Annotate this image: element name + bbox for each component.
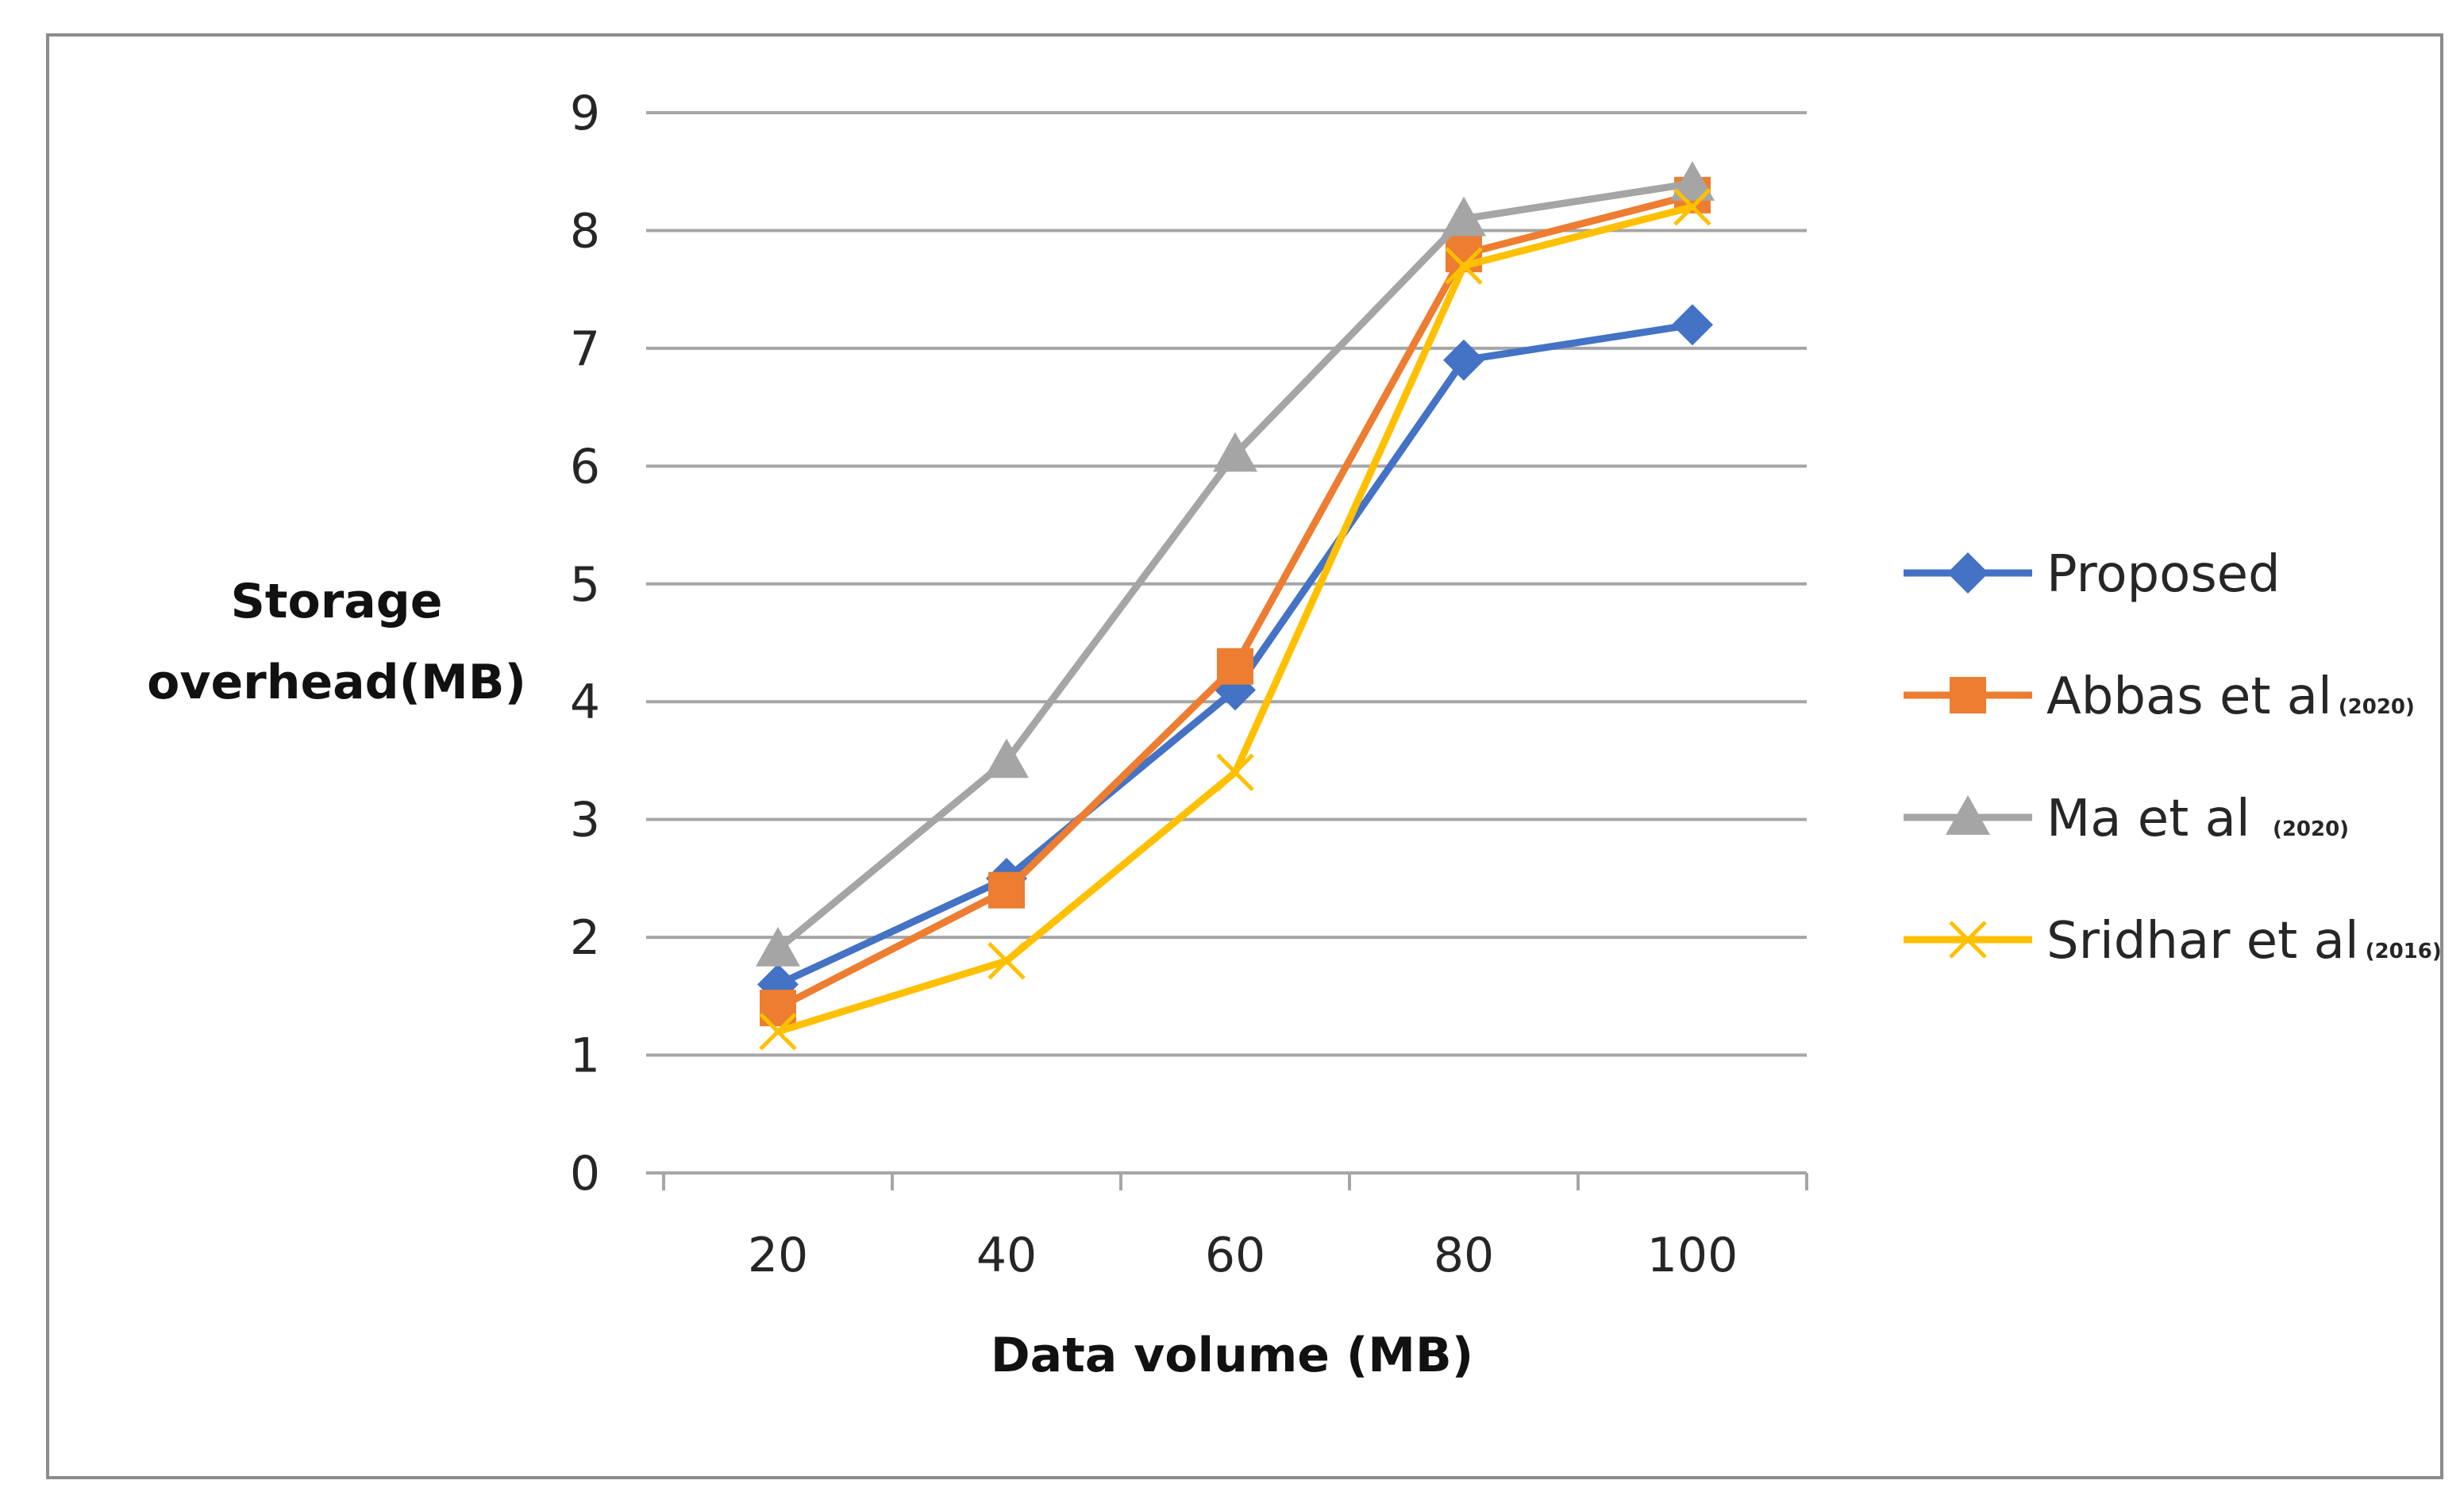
legend-label: Ma et al (2020) [2046, 790, 2349, 848]
x-tick-label: 100 [1647, 1228, 1738, 1283]
legend-item-abbas-et-al: Abbas et al (2020) [1904, 667, 2415, 726]
x-axis-title: Data volume (MB) [991, 1328, 1473, 1383]
legend-label-year: (2020) [2273, 817, 2349, 841]
series-line-ma-et-al [774, 179, 1696, 953]
axes [646, 1171, 1808, 1190]
data-point-proposed [1672, 304, 1713, 346]
y-axis-title-line-2: overhead(MB) [147, 655, 526, 710]
series-abbas-et-al [760, 176, 1711, 1027]
series-line-sridhar-et-al [774, 203, 1696, 1036]
x-tick-label: 60 [1205, 1228, 1265, 1283]
legend-label: Sridhar et al (2016) [2046, 912, 2442, 971]
legend-marker [1946, 795, 1990, 835]
x-tick-label: 40 [976, 1228, 1037, 1283]
x-marker-stroke [1949, 921, 1987, 959]
legend-label-year: (2016) [2366, 940, 2442, 963]
series-sridhar-et-al [759, 187, 1711, 1051]
legend-label: Abbas et al (2020) [2046, 667, 2415, 726]
legend-marker [1949, 921, 1987, 959]
legend-item-ma-et-al: Ma et al (2020) [1904, 790, 2349, 848]
y-tick-label: 5 [570, 557, 600, 613]
y-tick-label: 4 [570, 675, 600, 730]
x-marker-stroke [1673, 187, 1711, 226]
series-line-abbas-et-al [774, 191, 1696, 1012]
data-point-proposed [1443, 339, 1484, 381]
y-tick-label: 3 [570, 793, 600, 848]
y-tick-label: 7 [570, 321, 600, 377]
y-tick-label: 2 [570, 910, 600, 966]
y-tick-label: 8 [570, 203, 600, 259]
data-point-ma-et-al [756, 926, 800, 967]
x-tick-label: 80 [1434, 1228, 1494, 1283]
y-tick-label: 9 [570, 86, 600, 141]
legend-item-proposed: Proposed [1904, 545, 2281, 604]
data-point-abbas-et-al [988, 871, 1025, 909]
data-point-sridhar-et-al [1445, 247, 1483, 285]
x-tick-label: 20 [748, 1228, 808, 1283]
x-marker-stroke [1445, 247, 1483, 285]
legend-marker [1947, 552, 1989, 594]
y-tick-label: 1 [570, 1028, 600, 1084]
legend-marker [1950, 677, 1986, 713]
data-point-ma-et-al [1670, 161, 1715, 201]
x-marker-stroke [1216, 753, 1254, 792]
data-point-ma-et-al [1442, 196, 1486, 236]
x-marker-stroke [988, 942, 1026, 980]
data-point-sridhar-et-al [1216, 753, 1254, 792]
legend-label: Proposed [2046, 545, 2281, 604]
y-axis-title-line-1: Storage [231, 574, 443, 629]
data-point-sridhar-et-al [1673, 187, 1711, 226]
tick-labels: 0 1 2 3 4 5 6 7 8 9 20 40 60 80 100 [570, 86, 1738, 1283]
data-point-ma-et-al [984, 738, 1029, 779]
y-tick-label: 6 [570, 439, 600, 494]
legend-label-year: (2020) [2339, 695, 2415, 719]
data-point-ma-et-al [1213, 432, 1257, 472]
legend: Proposed Abbas et al (2020) Ma et al (2020)… [1904, 545, 2442, 971]
series-lines [756, 161, 1715, 1051]
data-point-abbas-et-al [1217, 648, 1253, 685]
series-ma-et-al [756, 161, 1715, 967]
data-point-sridhar-et-al [988, 942, 1026, 980]
x-marker-stroke [759, 1013, 797, 1051]
y-tick-label: 0 [570, 1146, 600, 1201]
legend-item-sridhar-et-al: Sridhar et al (2016) [1904, 912, 2442, 971]
data-point-sridhar-et-al [759, 1013, 797, 1051]
